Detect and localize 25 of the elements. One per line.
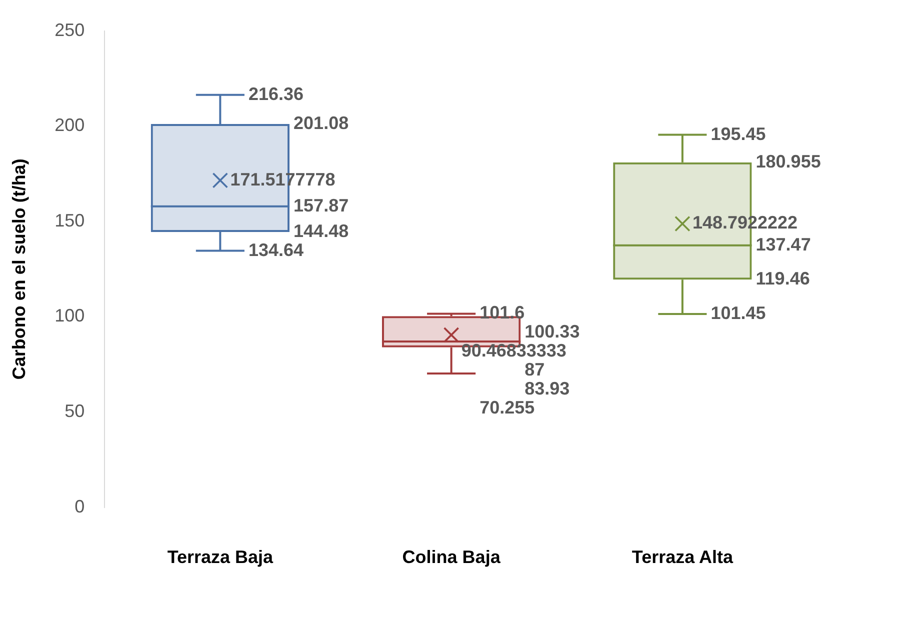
annotation: 101.45 [710, 302, 766, 323]
x-tick-label: Terraza Alta [632, 547, 734, 568]
annotation: 70.255 [480, 398, 535, 418]
annotation: 87 [524, 360, 545, 380]
y-tick-label: 150 [54, 210, 85, 230]
annotation: 144.48 [294, 220, 349, 241]
y-axis-title: Carbono en el suelo (t/ha) [8, 158, 29, 380]
annotation: 137.47 [756, 234, 811, 254]
annotation: 119.46 [756, 268, 810, 289]
y-tick-label: 200 [54, 115, 85, 136]
annotation: 157.87 [294, 195, 349, 216]
annotation: 195.45 [710, 124, 766, 144]
y-tick-label: 100 [54, 306, 85, 326]
annotation: 83.93 [524, 378, 570, 399]
annotation: 201.08 [294, 113, 349, 134]
annotation: 180.955 [756, 151, 821, 172]
y-tick-label: 50 [64, 401, 85, 422]
y-tick-label: 0 [74, 496, 85, 516]
annotation: 100.33 [524, 322, 580, 342]
x-tick-label: Terraza Baja [167, 547, 274, 568]
annotation: 134.64 [248, 240, 304, 260]
annotation: 90.46833333 [461, 340, 566, 361]
annotation: 216.36 [248, 84, 304, 104]
y-tick-label: 250 [54, 20, 85, 40]
x-tick-label: Colina Baja [402, 547, 502, 568]
